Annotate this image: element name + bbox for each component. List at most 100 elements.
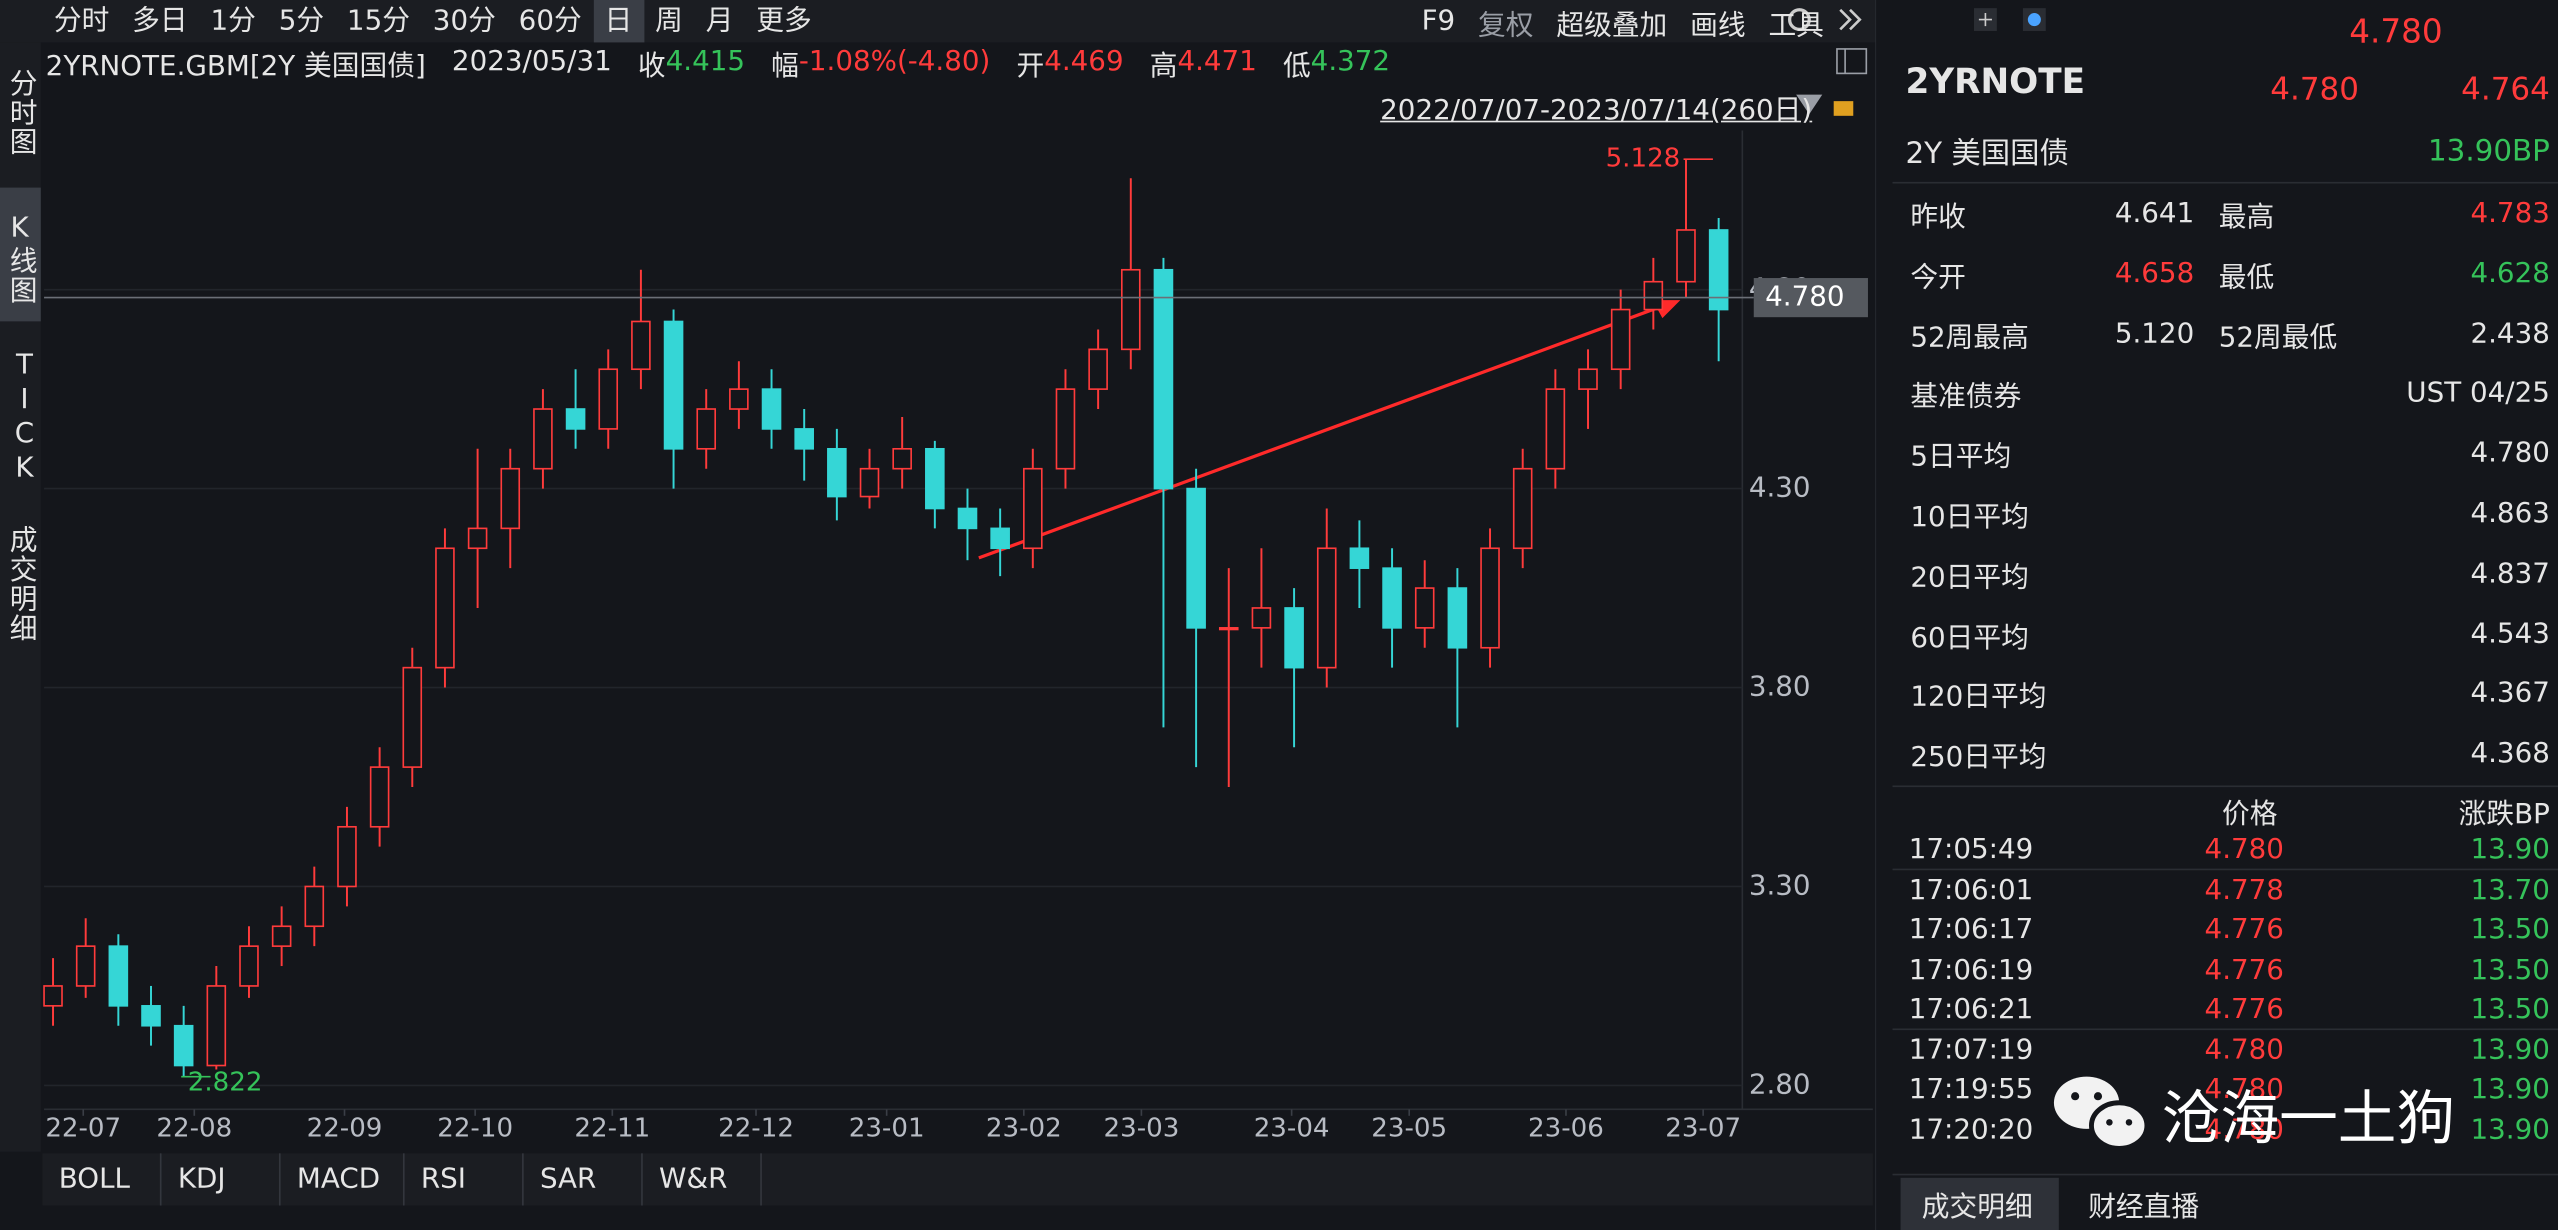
period-button[interactable]: 分时 [53,4,110,38]
candle-body [1186,487,1206,629]
candle-body [565,408,586,430]
period-button[interactable]: 5分 [278,4,325,38]
period-button[interactable]: 30分 [432,4,496,38]
trade-price: 4.780 [2204,1073,2284,1107]
range-label[interactable]: 2022/07/07-2023/07/14(260日) [1380,94,1813,128]
x-tick-label: 23-03 [1103,1113,1179,1143]
stat-value: 4.368 [2470,737,2550,771]
annotation-label: 5.128 [1606,144,1681,174]
candle-body [1120,268,1141,351]
trades-header: 价格 [2221,798,2278,832]
trade-time: 17:06:17 [1908,913,2034,947]
change-bp: 13.90BP [2427,134,2550,169]
range-dropdown[interactable] [1796,94,1823,115]
trade-time: 17:06:21 [1908,993,2034,1027]
candle-body [1708,229,1729,311]
x-tick-label: 22-09 [307,1113,383,1143]
side-tab[interactable]: 成交明细 [3,525,36,643]
tool-button[interactable]: 工具 [1768,8,1824,42]
trade-change: 13.50 [2470,953,2550,987]
indicator-tab[interactable]: SAR [524,1153,643,1206]
period-button[interactable]: 更多 [756,4,812,38]
open-value: 4.469 [1044,45,1124,79]
stat-value: 4.837 [2470,557,2550,591]
stat-label: 最高 [2218,201,2275,235]
candle-body [1545,388,1566,470]
indicator-tab[interactable]: MACD [281,1153,405,1206]
date: 2023/05/31 [451,45,612,79]
trade-change: 13.90 [2470,1113,2550,1146]
wechat-bubble [2089,1100,2150,1151]
layout-icon[interactable] [1836,48,1868,75]
candle-body [631,320,651,371]
candle-body [1643,280,1664,311]
bottom-tab[interactable]: 财经直播 [2088,1191,2200,1225]
candle-body [990,527,1010,550]
stat-value: 4.543 [2470,617,2550,651]
candle-body [500,467,521,530]
indicator-bar: BOLL KDJ MACD RSI SAR W&R [42,1153,1873,1206]
period-button[interactable]: 月 [705,4,734,38]
candle-body [729,388,749,410]
candle-body [794,428,814,450]
x-tick-label: 22-08 [156,1113,232,1143]
close-value: 4.415 [665,45,746,79]
candle-body [827,447,847,498]
indicator-tab[interactable]: KDJ [162,1153,281,1206]
trade-change: 13.90 [2470,833,2550,867]
indicator-tab[interactable]: RSI [405,1153,524,1206]
candle-body [598,368,619,430]
alert-bell [2027,13,2041,27]
tool-button[interactable]: 画线 [1690,8,1746,42]
x-tick-label: 23-06 [1528,1113,1604,1143]
trade-time: 17:07:19 [1908,1033,2034,1067]
side-tab[interactable]: K线图 [3,211,36,305]
candle-body [1055,388,1076,470]
stat-label: 120日平均 [1910,681,2047,715]
period-button[interactable]: 日 [593,0,644,43]
settings-icon[interactable] [1788,8,1811,31]
stat-value: 2.438 [2470,317,2550,351]
symbol: 2YRNOTE.GBM[2Y 美国国债] [45,49,426,83]
period-button[interactable]: 60分 [518,4,582,38]
toolbar-bg [0,0,1877,43]
wechat-eye [2071,1092,2080,1101]
tool-button[interactable]: 复权 [1478,8,1534,42]
candle-body [1480,547,1500,649]
top-price: 4.780 [2349,11,2443,51]
stat-label: 最低 [2218,261,2275,295]
change-value: -1.08%(-4.80) [798,45,991,79]
side-tabs: 分时图 K线图 TICK 成交明细 [0,49,41,669]
candle-body [402,666,423,768]
tool-button[interactable]: 超级叠加 [1556,8,1668,42]
bottom-tab[interactable]: 成交明细 [1921,1191,2033,1225]
trade-change: 13.90 [2470,1073,2550,1107]
candle-body [271,925,292,947]
chart: 2.803.303.804.304.8022-0722-0822-0922-10… [0,0,1877,1230]
candle-body [141,1005,161,1027]
candle-body [1153,268,1174,490]
candle-body [1610,308,1631,371]
current-price-label: 4.780 [1765,280,1844,313]
period-button[interactable]: 1分 [210,4,256,38]
period-button[interactable]: 15分 [346,4,410,38]
candle-body [925,447,945,510]
candle-body [304,885,325,928]
candle-body [533,408,553,470]
candle-body [1218,627,1239,631]
x-tick-label: 23-02 [986,1113,1062,1143]
lock-icon[interactable] [1833,101,1854,116]
candle-body [1414,587,1435,629]
candle-body [369,766,390,828]
side-tab[interactable]: 分时图 [3,68,36,157]
period-button[interactable]: 周 [655,4,683,38]
side-tab[interactable]: TICK [8,349,41,487]
candle-body [1447,587,1468,649]
indicator-tab[interactable]: W&R [643,1153,762,1206]
expand-icon[interactable] [1839,8,1862,31]
watermark: 沧海一土狗 [2161,1086,2456,1154]
stat-label: 今开 [1910,261,1966,295]
tool-button[interactable]: F9 [1421,4,1456,38]
indicator-tab[interactable]: BOLL [42,1153,162,1206]
period-button[interactable]: 多日 [132,4,188,38]
